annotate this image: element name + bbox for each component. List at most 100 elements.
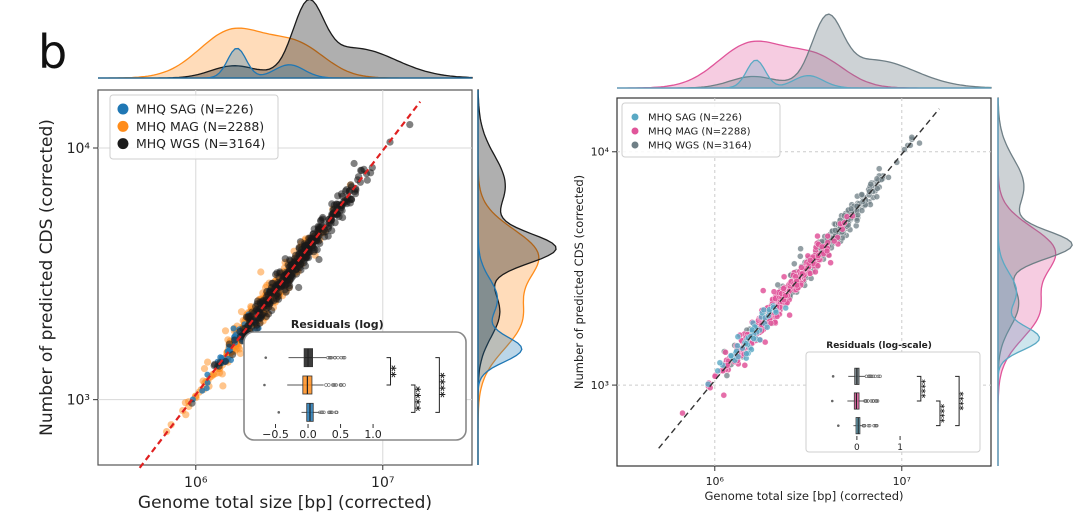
x-tick-label: 10⁷ [893,475,911,488]
scatter-point-wgs [295,283,303,292]
scatter-point-sag [734,333,742,340]
box-outlier-mag [342,383,346,387]
scatter-point-mag [741,362,748,369]
scatter-point-wgs [284,279,292,287]
scatter-point-mag [257,268,265,276]
side-density-sag [997,98,1041,466]
scatter-point-sag [714,367,721,375]
inset-x-tick-label: 0.0 [299,428,317,441]
scatter-point-mag [181,399,189,407]
scatter-point-wgs [876,165,883,172]
x-tick-label: 10⁶ [184,475,208,491]
scatter-point-mag [219,382,227,390]
legend-label-mag: MHQ MAG (N=2288) [648,127,751,138]
inset-x-tick-label: −0.5 [262,428,289,441]
scatter-point-sag [760,306,767,314]
scatter-point-mag [818,243,826,251]
box-outlier-wgs [867,374,871,379]
y-tick-label: 10³ [591,379,609,392]
inset-x-tick-label: 0.5 [332,428,350,441]
scatter-point-wgs [885,174,892,181]
significance-label: **** [413,385,427,411]
box-outlier-wgs [327,355,332,360]
scatter-point-mag [780,273,788,280]
box-outlier-mag [263,383,266,387]
scatter-point-wgs [222,357,230,366]
scatter-point-wgs [265,303,273,311]
legend-marker-wgs [631,141,639,149]
legend-box [621,102,781,158]
scatter-point-mag [814,232,821,240]
scatter-point-mag [200,365,209,373]
scatter-point-wgs [287,257,295,265]
scatter-point-sag [734,353,742,360]
y-tick-label: 10⁴ [67,141,91,157]
scatter-point-mag [782,292,789,299]
scatter-point-wgs [362,170,371,178]
scatter-point-mag [823,247,831,255]
scatter-point-sag [203,385,210,392]
x-tick-label: 10⁷ [371,475,394,491]
scatter-point-wgs [901,146,908,153]
scatter-point-mag [798,264,805,271]
scatter-point-mag [221,327,230,335]
scatter-point-mag [827,259,834,266]
legend-marker-sag [631,113,639,121]
box-outlier-wgs [326,355,330,360]
scatter-point-wgs [791,260,798,267]
scatter-point-wgs [797,253,804,260]
scatter-point-wgs [315,223,323,231]
scatter-point-sag [743,350,750,357]
box-outlier-sag [866,423,871,428]
scatter-point-wgs [229,351,237,359]
residuals-inset: Residuals (log)−0.5 0.0 0.5 1.0********** [243,318,467,441]
scatter-point-mag [814,262,822,269]
scatter-point-mag [720,392,727,399]
box-outlier-wgs [869,374,874,379]
y-axis-label: Number of predicted CDS (corrected) [572,175,586,389]
box-outlier-mag [874,399,879,403]
scatter-point-wgs [263,287,271,296]
scatter-point-mag [237,308,246,316]
scatter-point-mag [762,338,769,346]
significance-label: **** [921,379,931,398]
scatter-point-mag [812,268,819,276]
box-outlier-sag [328,410,332,415]
box-outlier-mag [332,383,336,387]
scatter-point-wgs [874,185,881,192]
box-outlier-wgs [868,374,873,379]
scatter-point-wgs [330,201,338,209]
side-marginal [997,97,1073,466]
scatter-point-wgs [853,217,861,224]
box-outlier-mag [875,399,880,403]
box-outlier-mag [334,383,338,387]
box-outlier-sag [837,424,840,427]
scatter-point-mag [824,232,831,240]
legend-marker-sag [117,103,129,115]
y-tick-label: 10³ [67,393,90,409]
scatter-point-wgs [215,362,223,370]
scatter-point-sag [230,325,237,332]
box-outlier-mag [866,399,870,403]
legend-marker-mag [117,120,129,132]
side-marginal [477,89,557,465]
scatter-point-sag [727,352,735,359]
scatter-point-mag [204,358,212,366]
scatter-points [679,134,923,417]
scatter-point-mag [770,288,778,295]
box-outlier-sag [320,410,324,415]
box-outlier-wgs [341,355,346,360]
inset-x-tick-label: 1.0 [364,428,382,441]
scatter-point-sag [199,387,206,394]
fit-line [658,108,940,449]
side-density-sag [477,90,523,465]
scatter-point-sag [772,309,780,316]
legend-marker-mag [631,127,639,135]
legend-label-sag: MHQ SAG (N=226) [136,102,254,117]
scatter-point-mag [182,411,190,419]
chart-right: 10⁶ 10⁷ 10³ 10⁴ Genome total size [bp] (corr… [572,13,1073,503]
scatter-point-wgs [272,270,280,279]
scatter-point-sag [734,342,741,349]
scatter-point-wgs [867,180,874,188]
